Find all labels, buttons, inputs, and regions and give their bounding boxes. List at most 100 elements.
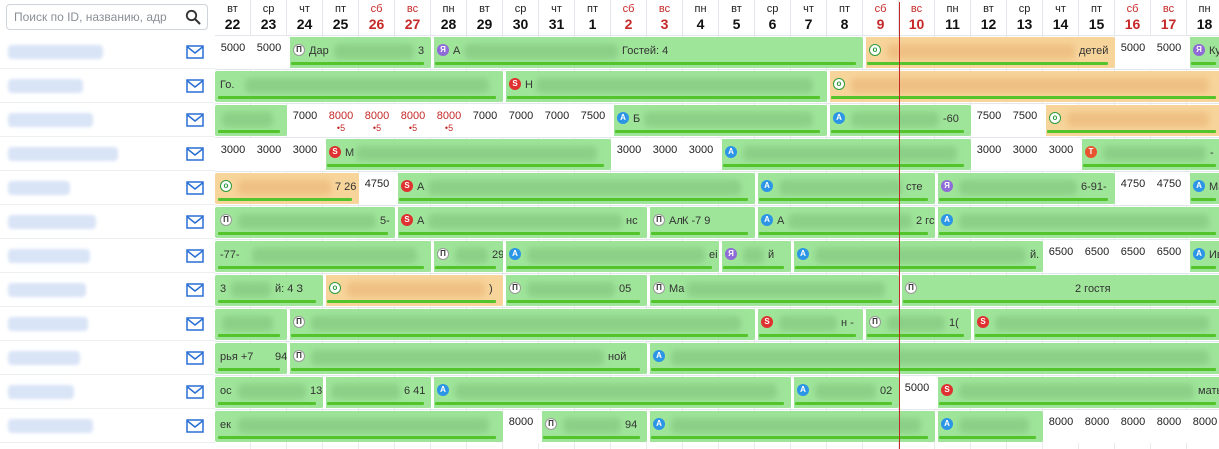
- booking-block[interactable]: 6 41: [324, 377, 431, 408]
- search-icon[interactable]: [185, 9, 201, 25]
- price-cell[interactable]: 5000: [1151, 36, 1187, 69]
- booking-block[interactable]: S: [972, 309, 1219, 340]
- booking-block[interactable]: -77-: [215, 241, 431, 272]
- booking-block[interactable]: П Ма: [648, 275, 899, 306]
- price-cell[interactable]: 8000: [1115, 410, 1151, 443]
- price-cell[interactable]: 7000: [287, 104, 323, 137]
- price-cell[interactable]: 3000: [1007, 138, 1043, 171]
- object-name-redacted[interactable]: [8, 181, 70, 195]
- object-name-redacted[interactable]: [8, 317, 88, 331]
- price-cell[interactable]: 8000: [1151, 410, 1187, 443]
- booking-block[interactable]: рья +7 94: [215, 343, 287, 374]
- booking-block[interactable]: A Ив: [1188, 241, 1219, 272]
- price-cell[interactable]: 8000: [1079, 410, 1115, 443]
- booking-block[interactable]: Го.: [215, 71, 503, 102]
- mail-icon[interactable]: [186, 317, 204, 331]
- booking-block[interactable]: П Ал К -7 9: [648, 207, 755, 238]
- booking-block[interactable]: П 294: [432, 241, 503, 272]
- price-cell[interactable]: 7500: [575, 104, 611, 137]
- price-cell[interactable]: 4750: [1151, 172, 1187, 205]
- search-box[interactable]: [6, 4, 208, 30]
- price-cell[interactable]: 3000: [287, 138, 323, 171]
- booking-block[interactable]: A: [720, 139, 971, 170]
- price-cell[interactable]: 3000: [647, 138, 683, 171]
- booking-block[interactable]: Sмать: [936, 377, 1219, 408]
- object-name-redacted[interactable]: [8, 113, 93, 127]
- price-cell[interactable]: 5000: [251, 36, 287, 69]
- mail-icon[interactable]: [186, 147, 204, 161]
- price-cell[interactable]: 7000: [467, 104, 503, 137]
- price-cell[interactable]: 3000: [611, 138, 647, 171]
- booking-block[interactable]: o: [1044, 105, 1219, 136]
- booking-block[interactable]: A: [648, 343, 1219, 374]
- booking-block[interactable]: П 2 гостя: [900, 275, 1219, 306]
- price-cell[interactable]: 6500: [1115, 240, 1151, 273]
- booking-block[interactable]: П 1(: [864, 309, 971, 340]
- object-name-redacted[interactable]: [8, 351, 80, 365]
- price-cell[interactable]: 3000: [251, 138, 287, 171]
- booking-block[interactable]: П 05: [504, 275, 647, 306]
- object-name-redacted[interactable]: [8, 45, 103, 59]
- price-cell[interactable]: 3000: [1043, 138, 1079, 171]
- booking-block[interactable]: ек: [215, 411, 503, 442]
- booking-block[interactable]: П 94: [540, 411, 647, 442]
- mail-icon[interactable]: [186, 113, 204, 127]
- price-cell[interactable]: 5000: [899, 376, 935, 409]
- booking-block[interactable]: A 02: [792, 377, 899, 408]
- price-cell[interactable]: 3000: [215, 138, 251, 171]
- price-cell[interactable]: 7500: [1007, 104, 1043, 137]
- mail-icon[interactable]: [186, 283, 204, 297]
- object-name-redacted[interactable]: [8, 147, 118, 161]
- booking-block[interactable]: ос 13: [215, 377, 323, 408]
- price-cell[interactable]: 8000: [1187, 410, 1219, 443]
- object-name-redacted[interactable]: [8, 385, 74, 399]
- booking-block[interactable]: o: [828, 71, 1219, 102]
- booking-block[interactable]: T-: [1080, 139, 1219, 170]
- price-cell[interactable]: 8000: [1043, 410, 1079, 443]
- object-name-redacted[interactable]: [8, 79, 83, 93]
- booking-block[interactable]: Я A Гостей: 4: [432, 37, 863, 68]
- price-cell[interactable]: 5000: [1115, 36, 1151, 69]
- booking-block[interactable]: Я Ку: [1188, 37, 1219, 68]
- mail-icon[interactable]: [186, 385, 204, 399]
- booking-block[interactable]: o): [324, 275, 503, 306]
- price-cell[interactable]: 8000 •5: [395, 104, 431, 137]
- mail-icon[interactable]: [186, 181, 204, 195]
- price-cell[interactable]: 6500: [1151, 240, 1187, 273]
- price-cell[interactable]: 8000: [503, 410, 539, 443]
- booking-block[interactable]: A Ма: [1188, 173, 1219, 204]
- price-cell[interactable]: 8000 •5: [359, 104, 395, 137]
- booking-block[interactable]: A: [432, 377, 791, 408]
- booking-block[interactable]: o 7 26: [215, 173, 359, 204]
- booking-block[interactable]: П 5-: [215, 207, 395, 238]
- object-name-redacted[interactable]: [8, 283, 86, 297]
- booking-block[interactable]: П: [288, 309, 755, 340]
- object-name-redacted[interactable]: [8, 249, 90, 263]
- mail-icon[interactable]: [186, 79, 204, 93]
- mail-icon[interactable]: [186, 351, 204, 365]
- price-cell[interactable]: 7000: [503, 104, 539, 137]
- booking-block[interactable]: A: [648, 411, 935, 442]
- price-cell[interactable]: 6500: [1043, 240, 1079, 273]
- mail-icon[interactable]: [186, 419, 204, 433]
- price-cell[interactable]: 3000: [683, 138, 719, 171]
- booking-block[interactable]: o детей: [864, 37, 1115, 68]
- mail-icon[interactable]: [186, 215, 204, 229]
- price-cell[interactable]: 6500: [1079, 240, 1115, 273]
- booking-block[interactable]: 3 й: 4 З: [215, 275, 323, 306]
- booking-block[interactable]: [215, 309, 287, 340]
- booking-block[interactable]: [215, 105, 287, 136]
- price-cell[interactable]: 7500: [971, 104, 1007, 137]
- booking-block[interactable]: A: [936, 411, 1043, 442]
